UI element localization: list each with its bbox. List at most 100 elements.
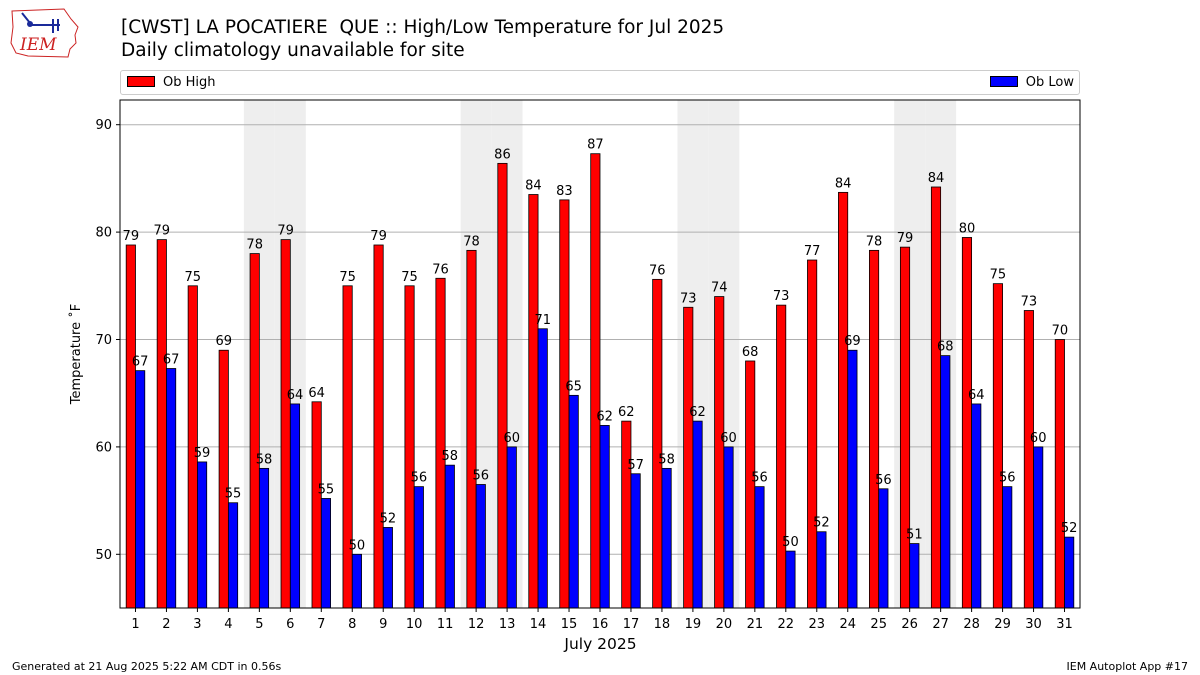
- x-tick-label: 28: [963, 617, 980, 632]
- data-label-low: 56: [411, 471, 428, 486]
- data-label-low: 60: [503, 431, 520, 446]
- data-label-low: 59: [194, 446, 211, 461]
- data-label-high: 73: [773, 289, 790, 304]
- x-axis-label: July 2025: [563, 635, 636, 653]
- bar-low: [909, 543, 920, 609]
- x-tick-label: 24: [839, 617, 856, 632]
- bar-high: [838, 191, 849, 609]
- bar-low: [289, 403, 301, 609]
- bar-high: [683, 306, 694, 609]
- bar-low: [506, 446, 517, 609]
- bar-low: [1033, 446, 1044, 609]
- bar-low: [785, 550, 796, 609]
- data-label-low: 67: [163, 352, 180, 367]
- data-label-low: 56: [473, 468, 490, 483]
- y-tick-label: 80: [95, 226, 112, 241]
- bar-high: [621, 420, 632, 609]
- data-label-low: 56: [751, 471, 768, 486]
- bar-high: [807, 259, 818, 609]
- x-tick-label: 7: [317, 617, 325, 632]
- x-tick-label: 25: [870, 617, 887, 632]
- bar-high: [776, 304, 787, 609]
- x-tick-label: 16: [592, 617, 609, 632]
- x-tick-label: 9: [379, 617, 387, 632]
- data-label-high: 78: [463, 234, 480, 249]
- data-label-low: 60: [1030, 431, 1047, 446]
- station-icon: [21, 12, 60, 33]
- x-tick-label: 5: [255, 617, 263, 632]
- bar-low: [661, 467, 672, 609]
- x-tick-label: 2: [162, 617, 170, 632]
- bar-low: [166, 368, 177, 609]
- data-label-low: 56: [875, 473, 892, 488]
- data-label-high: 79: [370, 229, 387, 244]
- x-tick-label: 10: [406, 617, 423, 632]
- x-tick-label: 23: [809, 617, 826, 632]
- bar-low: [723, 446, 734, 609]
- bar-high: [930, 186, 942, 609]
- data-label-high: 84: [928, 171, 945, 186]
- y-tick-label: 70: [95, 333, 112, 348]
- data-label-low: 67: [132, 355, 149, 370]
- data-label-low: 58: [658, 452, 675, 467]
- chart-subtitle: Daily climatology unavailable for site: [121, 40, 465, 61]
- bar-high: [218, 349, 229, 609]
- data-label-high: 78: [246, 238, 263, 253]
- bar-high: [559, 199, 570, 609]
- x-tick-label: 14: [530, 617, 547, 632]
- bar-low: [320, 498, 331, 609]
- data-label-high: 84: [835, 176, 852, 191]
- data-label-high: 79: [123, 229, 140, 244]
- x-tick-label: 29: [994, 617, 1011, 632]
- bar-low: [351, 553, 362, 609]
- data-label-high: 64: [308, 386, 325, 401]
- data-label-low: 56: [999, 471, 1016, 486]
- bar-low: [135, 370, 146, 609]
- data-label-low: 52: [813, 516, 830, 531]
- bar-low: [258, 467, 270, 609]
- data-label-high: 84: [525, 179, 542, 194]
- x-tick-label: 17: [623, 617, 640, 632]
- iowa-outline: [10, 8, 79, 58]
- bar-high: [125, 244, 136, 609]
- bar-high: [1054, 339, 1065, 609]
- x-tick-label: 11: [437, 617, 454, 632]
- x-tick-label: 1: [131, 617, 139, 632]
- data-label-high: 62: [618, 405, 635, 420]
- data-label-high: 83: [556, 184, 573, 199]
- data-label-low: 62: [689, 405, 706, 420]
- bar-low: [630, 473, 641, 609]
- x-tick-label: 20: [716, 617, 733, 632]
- chart-title: [CWST] LA POCATIERE QUE :: High/Low Temp…: [121, 17, 725, 38]
- data-label-low: 65: [565, 379, 582, 394]
- bar-low: [568, 394, 579, 609]
- data-label-high: 73: [1021, 295, 1038, 310]
- data-label-high: 75: [401, 270, 418, 285]
- legend-item-high: Ob High: [127, 75, 216, 90]
- y-axis-label: Temperature ˚F: [68, 304, 84, 405]
- bar-high: [590, 153, 601, 609]
- data-label-low: 62: [596, 409, 613, 424]
- data-label-high: 68: [742, 345, 759, 360]
- bar-low: [816, 531, 827, 609]
- data-label-high: 73: [680, 291, 697, 306]
- bar-high: [373, 244, 384, 609]
- bar-low: [878, 488, 889, 609]
- x-tick-label: 31: [1056, 617, 1073, 632]
- x-tick-label: 30: [1025, 617, 1042, 632]
- data-label-high: 77: [804, 244, 821, 259]
- bar-high: [961, 237, 973, 609]
- data-label-high: 79: [154, 224, 171, 239]
- data-label-high: 80: [959, 221, 976, 236]
- legend: Ob High Ob Low: [120, 70, 1080, 95]
- bar-low: [971, 403, 982, 609]
- data-label-high: 70: [1052, 324, 1069, 339]
- bar-high: [899, 246, 911, 609]
- x-tick-label: 15: [561, 617, 578, 632]
- bar-high: [528, 194, 539, 609]
- bar-low: [227, 502, 239, 609]
- data-label-low: 57: [627, 458, 644, 473]
- bar-low: [197, 461, 208, 609]
- x-tick-label: 27: [932, 617, 949, 632]
